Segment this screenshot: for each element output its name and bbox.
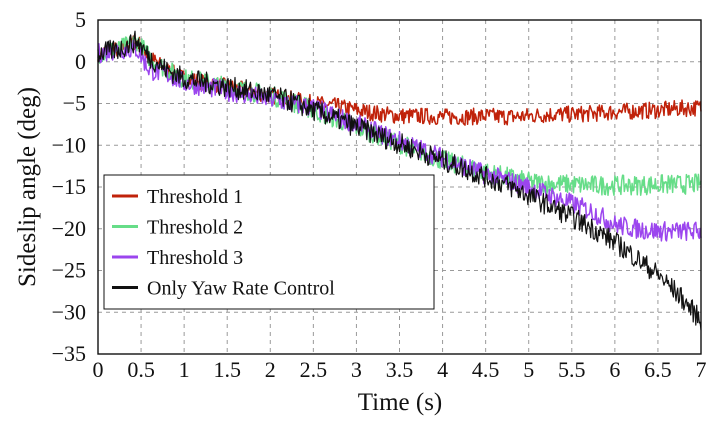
legend-label: Only Yaw Rate Control xyxy=(147,278,335,300)
plot-frame xyxy=(97,19,702,355)
y-tick-label: 5 xyxy=(75,7,86,32)
y-tick-label: −30 xyxy=(52,299,86,324)
x-tick-label: 7 xyxy=(696,357,707,382)
series-line xyxy=(97,35,702,126)
x-tick-label: 4.5 xyxy=(472,357,500,382)
x-tick-label: 1 xyxy=(179,357,190,382)
x-tick-labels: 0 0.5 1 1.5 2 2.5 3 3.5 4 4.5 5 5.5 6 6.5 7 xyxy=(93,357,707,382)
x-tick-label: 3.5 xyxy=(386,357,414,382)
x-tick-label: 2.5 xyxy=(300,357,328,382)
x-tick-label: 5.5 xyxy=(558,357,586,382)
x-tick-label: 6 xyxy=(609,357,620,382)
y-tick-label: 0 xyxy=(75,49,86,74)
y-tick-label: −20 xyxy=(52,216,86,241)
legend: Threshold 1 Threshold 2 Threshold 3 Only Ya… xyxy=(103,174,435,310)
x-tick-label: 3 xyxy=(351,357,362,382)
y-tick-label: −35 xyxy=(52,341,86,366)
legend-label: Threshold 1 xyxy=(147,186,243,208)
y-tick-label: −25 xyxy=(52,258,86,283)
x-tick-label: 5 xyxy=(523,357,534,382)
legend-label: Threshold 3 xyxy=(147,247,243,269)
series-3 xyxy=(97,39,702,242)
x-tick-label: 2 xyxy=(265,357,276,382)
y-tick-labels: 5 0 −5 −10 −15 −20 −25 −30 −35 xyxy=(52,7,86,366)
y-tick-label: −5 xyxy=(63,91,86,116)
y-axis-title: Sideslip angle (deg) xyxy=(14,87,41,287)
x-axis-title: Time (s) xyxy=(358,389,443,416)
x-tick-label: 4 xyxy=(437,357,448,382)
series-lines xyxy=(97,30,702,331)
legend-label: Threshold 2 xyxy=(147,217,243,239)
series-4 xyxy=(97,30,702,331)
y-tick-label: −10 xyxy=(52,132,86,157)
y-tick-label: −15 xyxy=(52,174,86,199)
series-line xyxy=(97,39,702,242)
x-tick-label: 1.5 xyxy=(213,357,241,382)
series-line xyxy=(97,30,702,331)
x-tick-label: 6.5 xyxy=(644,357,672,382)
x-tick-label: 0 xyxy=(93,357,104,382)
series-1 xyxy=(97,35,702,126)
x-tick-label: 0.5 xyxy=(127,357,155,382)
legend-box xyxy=(103,174,435,310)
